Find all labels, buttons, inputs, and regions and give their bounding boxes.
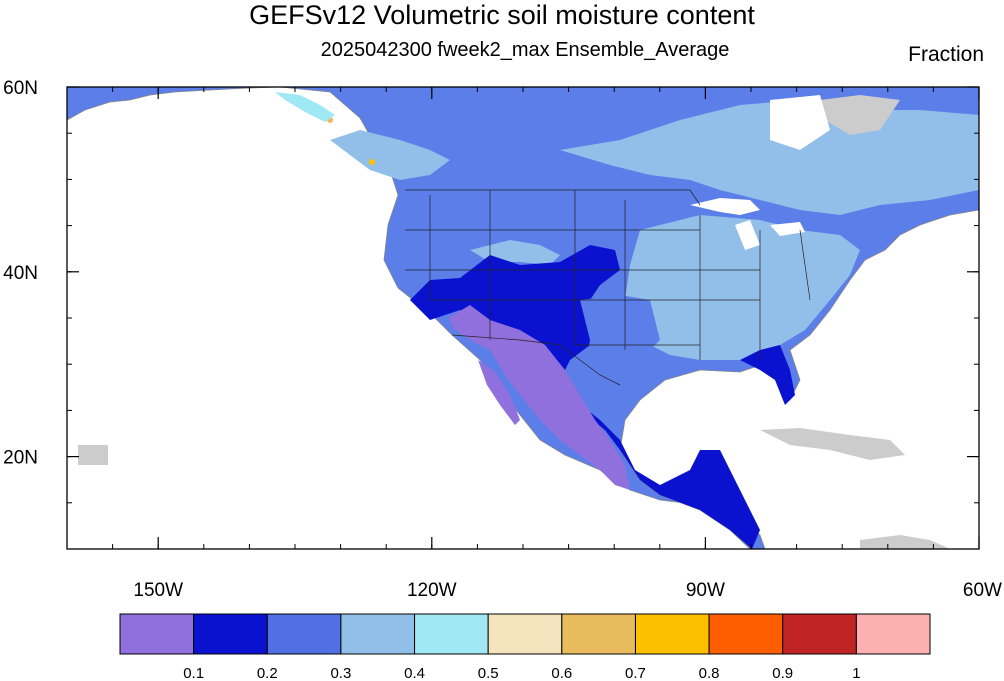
colorbar-label: 0.9 [772, 665, 793, 681]
great-lakes [690, 198, 805, 250]
chart-subtitle: 2025042300 fweek2_max Ensemble_Average [320, 39, 730, 61]
light-blue-northwest [330, 130, 450, 180]
medium-blue-gulf-coast [580, 295, 660, 385]
map-axes: 150W 120W 90W 60W 60N 40N 20N [3, 78, 1002, 601]
colorbar-label: 0.4 [404, 665, 425, 681]
colorbar-swatch [561, 613, 636, 655]
purple-baja [478, 360, 520, 425]
purple-mexico [448, 305, 630, 490]
colorbar-swatch [119, 613, 195, 655]
colorbar-label: 0.6 [551, 665, 572, 681]
colorbar-swatch [340, 613, 416, 655]
lon-tick-label: 90W [686, 580, 725, 601]
lon-tick-label: 60W [963, 580, 1002, 601]
lat-tick-label: 60N [3, 78, 38, 99]
colorbar-label: 0.2 [257, 665, 278, 681]
lon-tick-label: 150W [133, 580, 183, 601]
colorbar-swatch [782, 613, 857, 655]
colorbar-swatch [855, 613, 931, 655]
missing-patch-hawaii [78, 445, 108, 465]
alaska-hotspot-2 [369, 159, 375, 165]
colorbar: 0.1 0.2 0.3 0.4 0.5 0.6 0.7 0.8 0.9 1 [119, 613, 931, 681]
units-label: Fraction [908, 43, 984, 66]
colorbar-swatch [708, 613, 784, 655]
missing-patch-caribbean [760, 428, 905, 460]
alaska-cyan-strip [275, 92, 335, 122]
colorbar-swatch [266, 613, 342, 655]
map-field [67, 87, 979, 549]
colorbar-swatch [487, 613, 563, 655]
missing-patch-hudson [820, 95, 900, 135]
missing-patch-central-america [860, 535, 950, 549]
colorbar-label: 1 [852, 665, 860, 681]
colorbar-swatch [634, 613, 710, 655]
dark-blue-southwest [410, 245, 760, 549]
lon-tick-label: 120W [407, 580, 457, 601]
colorbar-label: 0.7 [625, 665, 646, 681]
lat-tick-label: 20N [3, 448, 38, 469]
political-borders [405, 189, 811, 386]
hudson-bay [770, 95, 830, 150]
colorbar-label: 0.5 [478, 665, 499, 681]
dark-blue-florida [740, 345, 795, 405]
light-blue-region [625, 215, 860, 360]
lat-tick-label: 40N [3, 263, 38, 284]
colorbar-label: 0.1 [183, 665, 204, 681]
colorbar-swatch [193, 613, 268, 655]
chart-title: GEFSv12 Volumetric soil moisture content [249, 0, 755, 30]
colorbar-label: 0.3 [330, 665, 351, 681]
colorbar-swatch [414, 613, 489, 655]
colorbar-label: 0.8 [699, 665, 720, 681]
